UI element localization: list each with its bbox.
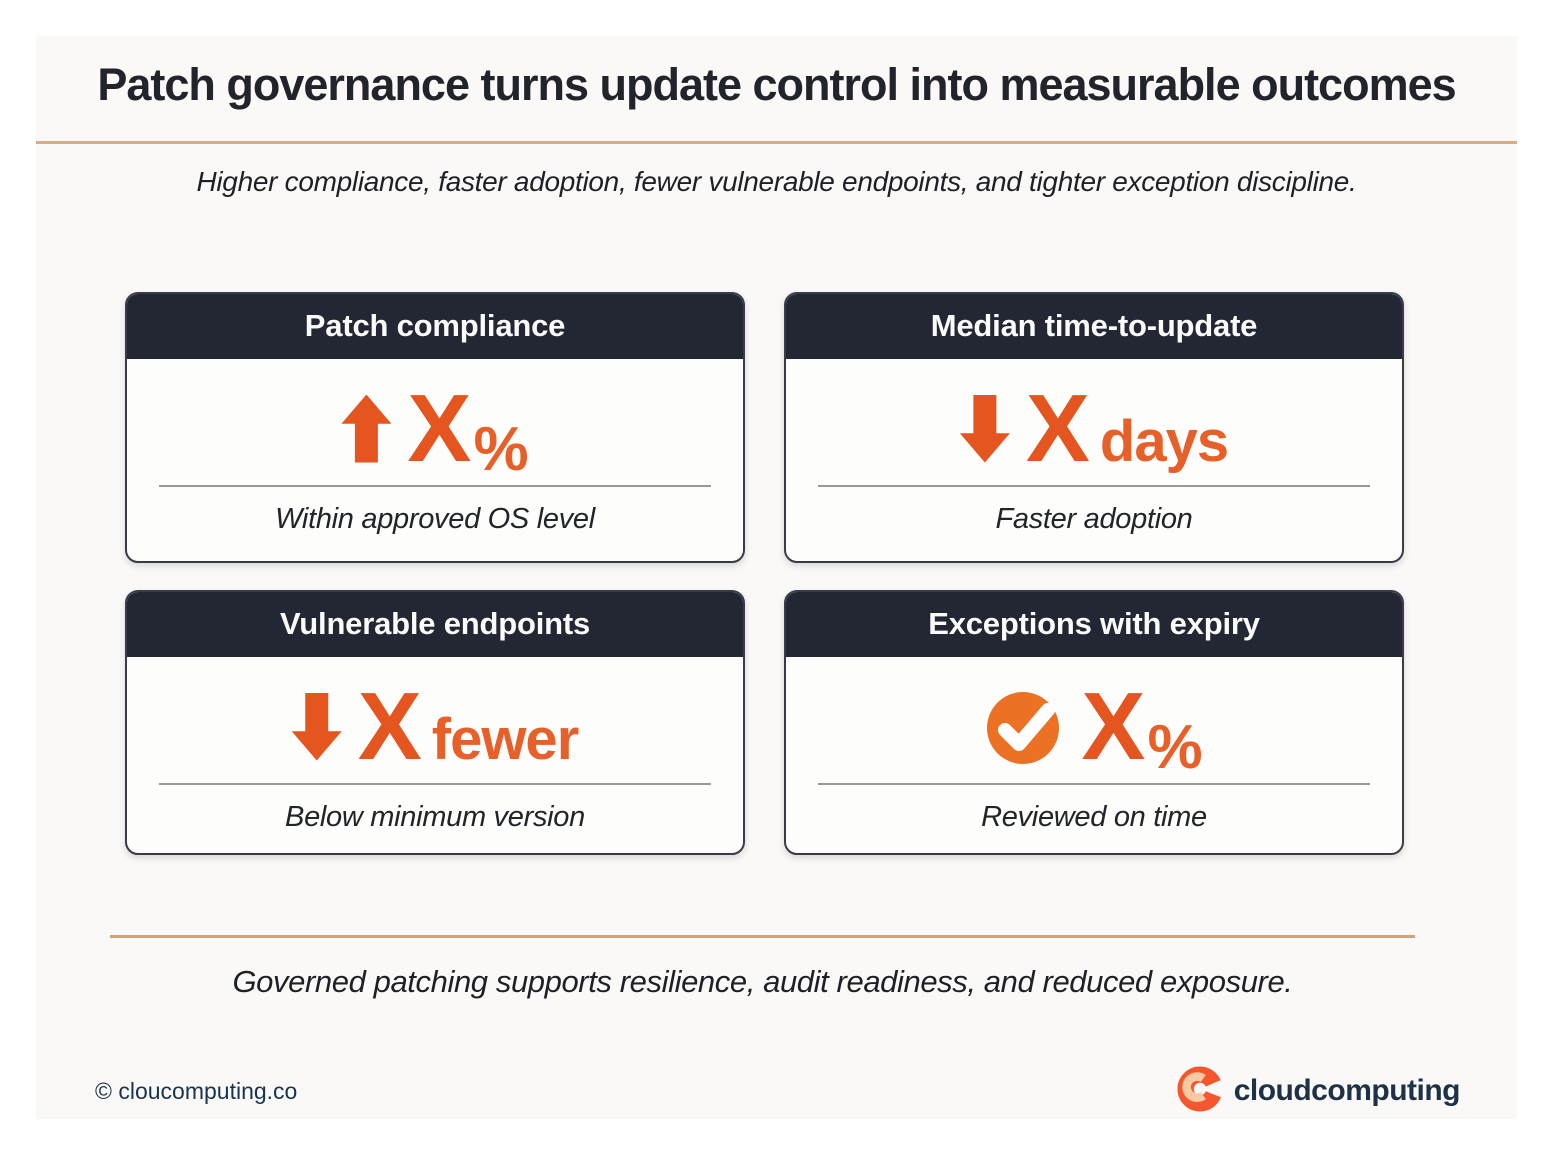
card-header: Exceptions with expiry <box>786 591 1402 657</box>
card-title: Patch compliance <box>304 308 566 343</box>
metric-text: X% <box>407 374 528 484</box>
card-label: Reviewed on time <box>981 800 1207 833</box>
metric-value: X <box>1081 672 1145 780</box>
card-title: Exceptions with expiry <box>928 606 1260 641</box>
card-body: X% Within approved OS level <box>127 359 743 561</box>
metric-row: X% <box>127 373 743 485</box>
card-patch-compliance: Patch compliance X% Within approved OS l… <box>125 291 745 563</box>
arrow-down-icon <box>291 692 342 761</box>
page-title: Patch governance turns update control in… <box>97 59 1456 110</box>
metric-text: X% <box>1081 672 1202 782</box>
cards-grid: Patch compliance X% Within approved OS l… <box>125 291 1404 855</box>
card-body: X% Reviewed on time <box>786 657 1402 853</box>
card-label: Within approved OS level <box>275 502 595 535</box>
infographic-panel: Patch governance turns update control in… <box>36 36 1517 1119</box>
check-circle-icon <box>985 687 1065 767</box>
card-header: Patch compliance <box>127 293 743 359</box>
arrow-up-icon <box>341 394 392 463</box>
card-title: Vulnerable endpoints <box>279 606 591 641</box>
metric-suffix: fewer <box>431 706 580 772</box>
card-header: Vulnerable endpoints <box>127 591 743 657</box>
bottom-divider <box>110 934 1415 938</box>
copyright-text: © cloucomputing.co <box>95 1077 298 1104</box>
cloudcomputing-logo-icon <box>1177 1065 1223 1117</box>
metric-row: X% <box>786 671 1402 783</box>
card-label: Below minimum version <box>285 800 585 833</box>
metric-value: X <box>357 672 422 780</box>
card-label: Faster adoption <box>995 502 1193 535</box>
card-header: Median time-to-update <box>786 293 1402 359</box>
metric-suffix: % <box>473 414 529 484</box>
card-divider <box>159 782 711 785</box>
title-divider <box>36 140 1517 144</box>
brand-name: cloudcomputing <box>1233 1074 1461 1107</box>
card-divider <box>159 484 711 487</box>
metric-value: X <box>407 374 471 482</box>
card-title: Median time-to-update <box>930 308 1258 343</box>
card-divider <box>818 782 1370 785</box>
arrow-down-icon <box>959 394 1010 463</box>
card-exceptions-with-expiry: Exceptions with expiry X% <box>784 589 1404 855</box>
metric-suffix: % <box>1147 712 1203 782</box>
brand-logo: cloudcomputing <box>1177 1065 1461 1117</box>
footer-note: Governed patching supports resilience, a… <box>232 963 1293 999</box>
page-subtitle: Higher compliance, faster adoption, fewe… <box>196 165 1357 197</box>
metric-suffix: days <box>1099 408 1229 474</box>
footer: © cloucomputing.co cloudcomputing <box>36 1065 1517 1117</box>
metric-value: X <box>1025 374 1090 482</box>
card-divider <box>818 484 1370 487</box>
